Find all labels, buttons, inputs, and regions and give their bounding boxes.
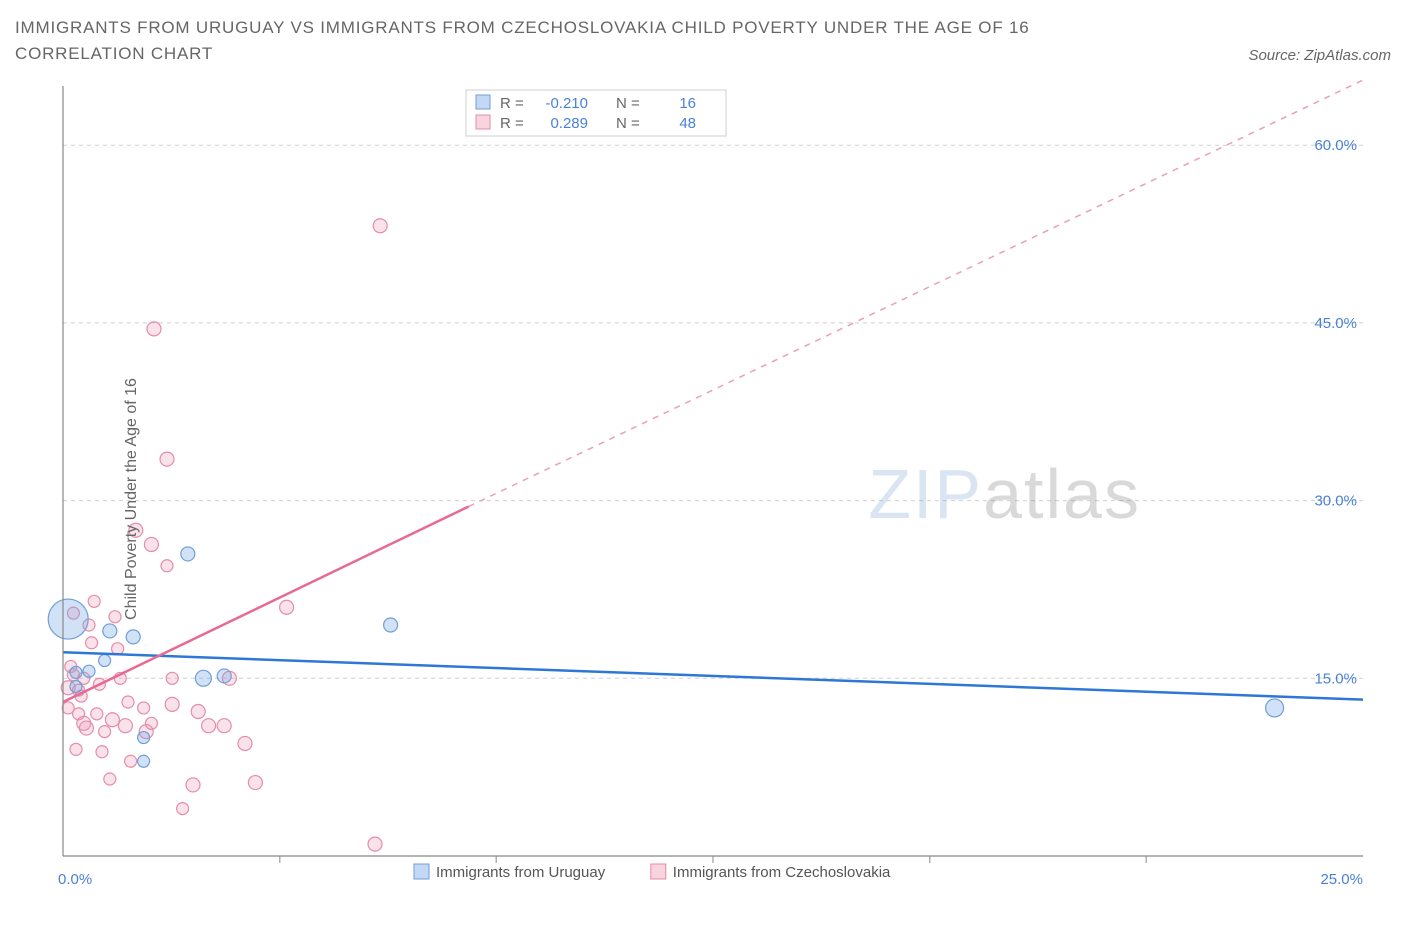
data-point-blue: [48, 599, 88, 639]
correlation-scatter-chart: 0.0% 25.0% 15.0% 30.0% 45.0% 60.0% R = -0.210 N …: [15, 74, 1391, 924]
data-point-pink: [118, 719, 132, 733]
data-point-blue: [99, 655, 111, 667]
legend-swatch: [651, 864, 666, 879]
stat-n-label: N =: [616, 115, 640, 132]
stat-n-label: N =: [616, 95, 640, 112]
data-point-blue: [217, 669, 231, 683]
data-point-pink: [96, 746, 108, 758]
data-point-blue: [195, 670, 211, 686]
legend-label: Immigrants from Uruguay: [436, 864, 606, 881]
stat-r-label: R =: [500, 95, 524, 112]
data-point-blue: [83, 665, 95, 677]
data-point-pink: [165, 697, 179, 711]
data-point-pink: [125, 755, 137, 767]
data-point-blue: [1266, 699, 1284, 717]
data-point-pink: [86, 637, 98, 649]
data-point-blue: [126, 630, 140, 644]
data-point-pink: [166, 672, 178, 684]
stat-r-value: 0.289: [550, 115, 588, 132]
stat-r-value: -0.210: [545, 95, 588, 112]
data-point-blue: [181, 547, 195, 561]
data-point-pink: [99, 726, 111, 738]
data-point-pink: [144, 537, 158, 551]
x-tick-label: 25.0%: [1320, 871, 1363, 888]
data-point-pink: [217, 719, 231, 733]
source-credit: Source: ZipAtlas.com: [1248, 47, 1391, 66]
data-point-pink: [109, 611, 121, 623]
data-point-pink: [138, 702, 150, 714]
data-point-pink: [91, 708, 103, 720]
data-point-pink: [147, 322, 161, 336]
data-point-pink: [373, 219, 387, 233]
data-point-pink: [79, 721, 93, 735]
data-point-pink: [122, 696, 134, 708]
data-point-pink: [202, 719, 216, 733]
chart-title: IMMIGRANTS FROM URUGUAY VS IMMIGRANTS FR…: [15, 15, 1165, 66]
stat-n-value: 48: [679, 115, 696, 132]
data-point-pink: [161, 560, 173, 572]
swatch-icon: [476, 95, 490, 109]
data-point-pink: [160, 452, 174, 466]
data-point-pink: [186, 778, 200, 792]
data-point-pink: [105, 713, 119, 727]
stat-n-value: 16: [679, 95, 696, 112]
data-point-pink: [177, 803, 189, 815]
trend-line-pink-dash: [469, 80, 1363, 506]
data-point-blue: [103, 624, 117, 638]
legend-swatch: [414, 864, 429, 879]
data-point-pink: [238, 736, 252, 750]
stat-r-label: R =: [500, 115, 524, 132]
x-tick-label: 0.0%: [58, 871, 92, 888]
data-point-blue: [70, 681, 82, 693]
y-tick-label: 60.0%: [1314, 137, 1357, 154]
data-point-pink: [88, 595, 100, 607]
y-tick-label: 45.0%: [1314, 315, 1357, 332]
data-point-pink: [104, 773, 116, 785]
data-point-blue: [70, 666, 82, 678]
data-point-pink: [248, 776, 262, 790]
y-axis-label: Child Poverty Under the Age of 16: [123, 378, 141, 620]
legend-label: Immigrants from Czechoslovakia: [673, 864, 891, 881]
data-point-pink: [280, 600, 294, 614]
data-point-blue: [138, 732, 150, 744]
y-tick-label: 15.0%: [1314, 670, 1357, 687]
swatch-icon: [476, 115, 490, 129]
data-point-pink: [145, 717, 157, 729]
data-point-blue: [384, 618, 398, 632]
trend-line-blue: [63, 652, 1363, 699]
data-point-blue: [138, 755, 150, 767]
data-point-pink: [70, 743, 82, 755]
y-tick-label: 30.0%: [1314, 493, 1357, 510]
data-point-pink: [368, 837, 382, 851]
data-point-pink: [191, 704, 205, 718]
